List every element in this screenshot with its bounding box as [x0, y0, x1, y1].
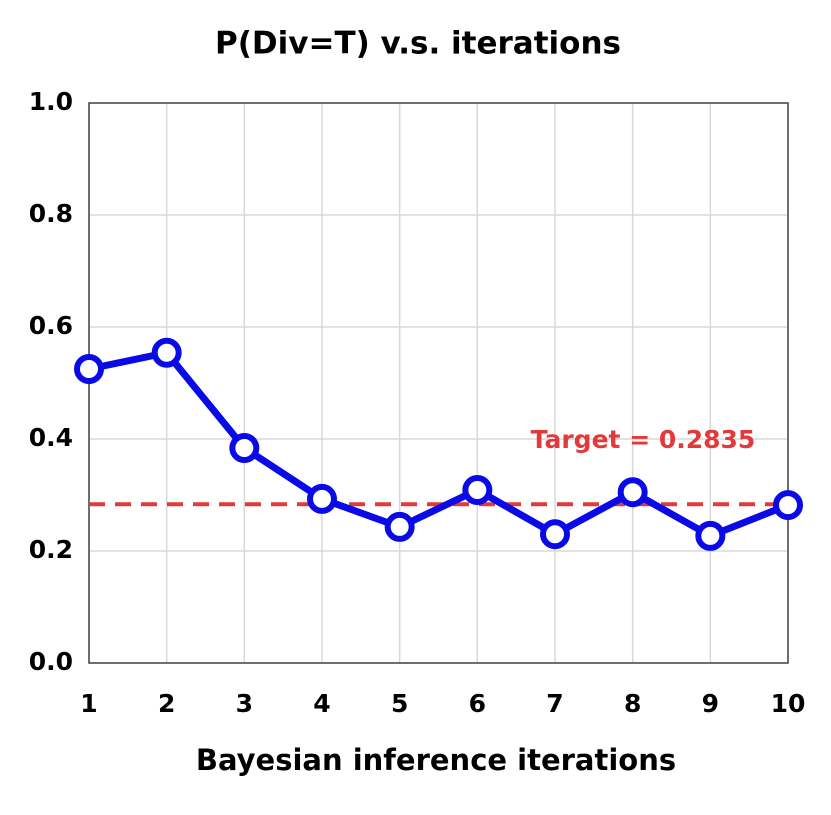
point [229, 432, 260, 463]
x-tick-label: 3 [236, 689, 253, 718]
point [695, 520, 726, 551]
point [462, 474, 493, 505]
x-tick-label: 7 [546, 689, 563, 718]
y-tick-label: 0.4 [29, 423, 73, 452]
x-tick-label: 4 [313, 689, 330, 718]
point [307, 483, 337, 514]
y-tick-label: 0.8 [29, 199, 73, 228]
point [151, 337, 182, 368]
x-axis-label: Bayesian inference iterations [196, 743, 676, 777]
point [773, 490, 803, 521]
y-tick-label: 1.0 [29, 87, 73, 116]
point [617, 477, 648, 508]
y-tick-label: 0.6 [29, 311, 73, 340]
x-tick-label: 1 [80, 689, 97, 718]
series-line [88, 349, 790, 540]
target-label: Target = 0.2835 [531, 425, 756, 454]
chart-title: P(Div=T) v.s. iterations [215, 26, 621, 62]
x-tick-label: 5 [391, 689, 408, 718]
y-tick-label: 0.2 [29, 535, 73, 564]
point [74, 354, 104, 384]
x-tick-label: 9 [702, 689, 719, 718]
x-tick-label: 6 [469, 689, 486, 718]
x-tick-label: 10 [771, 689, 806, 718]
x-tick-label: 8 [624, 689, 641, 718]
point [540, 519, 570, 550]
point [384, 511, 415, 542]
y-tick-label: 0.0 [29, 647, 73, 676]
x-tick-label: 2 [158, 689, 175, 718]
